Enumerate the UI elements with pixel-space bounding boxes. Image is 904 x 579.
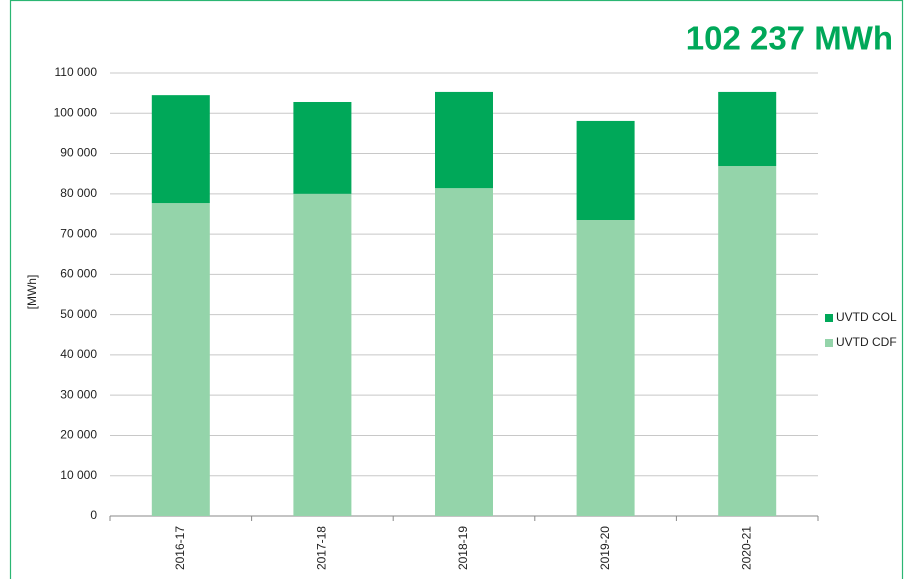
y-tick-label: 90 000 bbox=[60, 146, 97, 160]
chart-title: 102 237 MWh bbox=[686, 20, 893, 57]
legend-label: UVTD CDF bbox=[836, 335, 897, 349]
y-tick-label: 40 000 bbox=[60, 347, 97, 361]
y-tick-label: 110 000 bbox=[55, 65, 98, 79]
bar-segment bbox=[576, 120, 635, 220]
legend-label: UVTD COL bbox=[836, 310, 897, 324]
y-tick-label: 30 000 bbox=[60, 387, 97, 401]
y-tick-label: 50 000 bbox=[60, 307, 97, 321]
y-tick-label: 100 000 bbox=[54, 105, 98, 119]
y-tick-label: 70 000 bbox=[60, 226, 97, 240]
x-tick-label: 2018-19 bbox=[456, 526, 470, 570]
y-tick-label: 60 000 bbox=[60, 267, 97, 281]
y-tick-label: 10 000 bbox=[60, 468, 97, 482]
bar-segment bbox=[293, 101, 352, 194]
bar-segment bbox=[435, 188, 493, 516]
bar-segment bbox=[576, 219, 635, 516]
bar-segment bbox=[435, 91, 493, 189]
bar-segment bbox=[151, 203, 210, 516]
bar-segment bbox=[718, 91, 777, 167]
legend-swatch bbox=[825, 339, 833, 347]
frame bbox=[9, 0, 904, 579]
y-tick-label: 0 bbox=[90, 508, 97, 522]
legend-swatch bbox=[825, 314, 833, 322]
x-tick-label: 2017-18 bbox=[315, 526, 329, 570]
x-tick-label: 2020-21 bbox=[739, 526, 753, 570]
y-axis-label: [MWh] bbox=[25, 275, 39, 310]
y-tick-label: 20 000 bbox=[60, 428, 97, 442]
x-tick-label: 2019-20 bbox=[598, 526, 612, 570]
bar-segment bbox=[718, 166, 777, 516]
y-tick-label: 80 000 bbox=[60, 186, 97, 200]
x-tick-label: 2016-17 bbox=[173, 526, 187, 570]
bar-segment bbox=[293, 193, 352, 516]
bar-segment bbox=[151, 95, 210, 204]
